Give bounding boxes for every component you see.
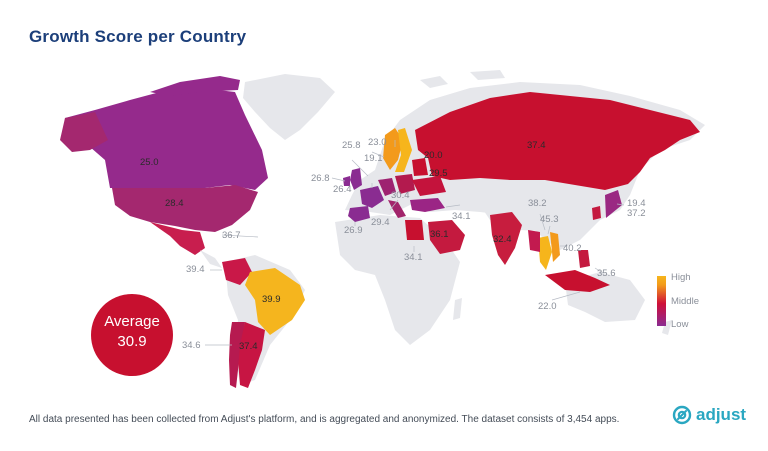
country-saudi-arabia xyxy=(428,220,465,254)
label-sweden: 19.1 xyxy=(364,153,383,164)
legend-high: High xyxy=(671,272,691,283)
country-brazil xyxy=(245,268,305,335)
country-canada-islands xyxy=(150,76,240,96)
label-spain: 26.9 xyxy=(344,225,363,236)
country-argentina xyxy=(238,322,265,388)
label-argentina: 37.4 xyxy=(239,341,258,352)
label-australia: 22.0 xyxy=(538,301,557,312)
country-ukraine xyxy=(412,176,446,196)
label-italy: 29.4 xyxy=(371,217,390,228)
label-norway: 23.0 xyxy=(368,137,387,148)
label-philippines: 35.6 xyxy=(597,268,616,279)
country-india xyxy=(490,212,522,265)
brand-name: adjust xyxy=(696,405,747,424)
label-egypt: 34.1 xyxy=(404,252,423,263)
label-india: 32.4 xyxy=(493,234,512,245)
country-belarus xyxy=(412,158,428,176)
label-germany: 30.4 xyxy=(391,190,410,201)
country-thailand xyxy=(538,236,552,270)
label-uk: 26.8 xyxy=(311,173,330,184)
label-vietnam: 40.2 xyxy=(563,243,582,254)
country-japan xyxy=(605,190,622,218)
country-spain xyxy=(348,206,370,222)
country-egypt xyxy=(405,220,424,240)
score-labels: 25.0 28.4 36.7 39.4 39.9 34.6 37.4 26.8 … xyxy=(140,137,646,352)
country-chile xyxy=(229,322,245,388)
average-badge: Average 30.9 xyxy=(91,294,173,376)
label-usa: 28.4 xyxy=(165,198,184,209)
average-label: Average xyxy=(104,313,160,330)
country-myanmar xyxy=(528,230,540,252)
country-colombia xyxy=(222,258,252,285)
country-sweden xyxy=(395,128,412,172)
country-mexico xyxy=(150,222,205,255)
label-japan: 19.4 xyxy=(627,198,646,209)
leader-lines xyxy=(205,140,625,346)
country-uk xyxy=(350,168,362,190)
label-belarus: 20.0 xyxy=(424,150,443,161)
country-indonesia xyxy=(545,270,610,292)
label-mexico: 36.7 xyxy=(222,230,241,241)
country-usa-alaska xyxy=(60,112,108,152)
label-south-korea: 37.2 xyxy=(627,208,646,219)
country-turkey xyxy=(410,198,445,212)
country-germany xyxy=(378,178,396,196)
legend-low: Low xyxy=(671,319,689,330)
adjust-logo-icon xyxy=(672,405,692,425)
chart-title: Growth Score per Country xyxy=(29,27,247,46)
country-shapes xyxy=(60,76,700,388)
country-usa xyxy=(112,185,258,232)
label-brazil: 39.9 xyxy=(262,294,281,305)
label-france: 26.4 xyxy=(333,184,352,195)
footnote: All data presented has been collected fr… xyxy=(29,414,620,425)
label-thailand: 45.3 xyxy=(540,214,559,225)
label-chile: 34.6 xyxy=(182,340,201,351)
country-vietnam xyxy=(550,232,560,262)
label-ireland: 25.8 xyxy=(342,140,361,151)
legend-middle: Middle xyxy=(671,296,699,307)
country-russia xyxy=(415,92,700,190)
country-south-korea xyxy=(592,206,601,220)
label-saudi-arabia: 36.1 xyxy=(430,229,449,240)
legend-gradient-bar xyxy=(657,276,666,326)
country-ireland xyxy=(343,176,350,186)
country-poland-area xyxy=(395,174,415,194)
country-philippines xyxy=(578,250,590,268)
country-norway xyxy=(383,128,403,170)
label-ukraine: 29.5 xyxy=(429,168,448,179)
country-france xyxy=(360,186,384,208)
label-colombia: 39.4 xyxy=(186,264,205,275)
label-turkey: 34.1 xyxy=(452,211,471,222)
label-canada: 25.0 xyxy=(140,157,159,168)
country-italy xyxy=(388,200,406,218)
label-russia: 37.4 xyxy=(527,140,546,151)
label-china-region: 38.2 xyxy=(528,198,547,209)
average-value: 30.9 xyxy=(117,333,147,350)
country-canada xyxy=(64,88,268,190)
